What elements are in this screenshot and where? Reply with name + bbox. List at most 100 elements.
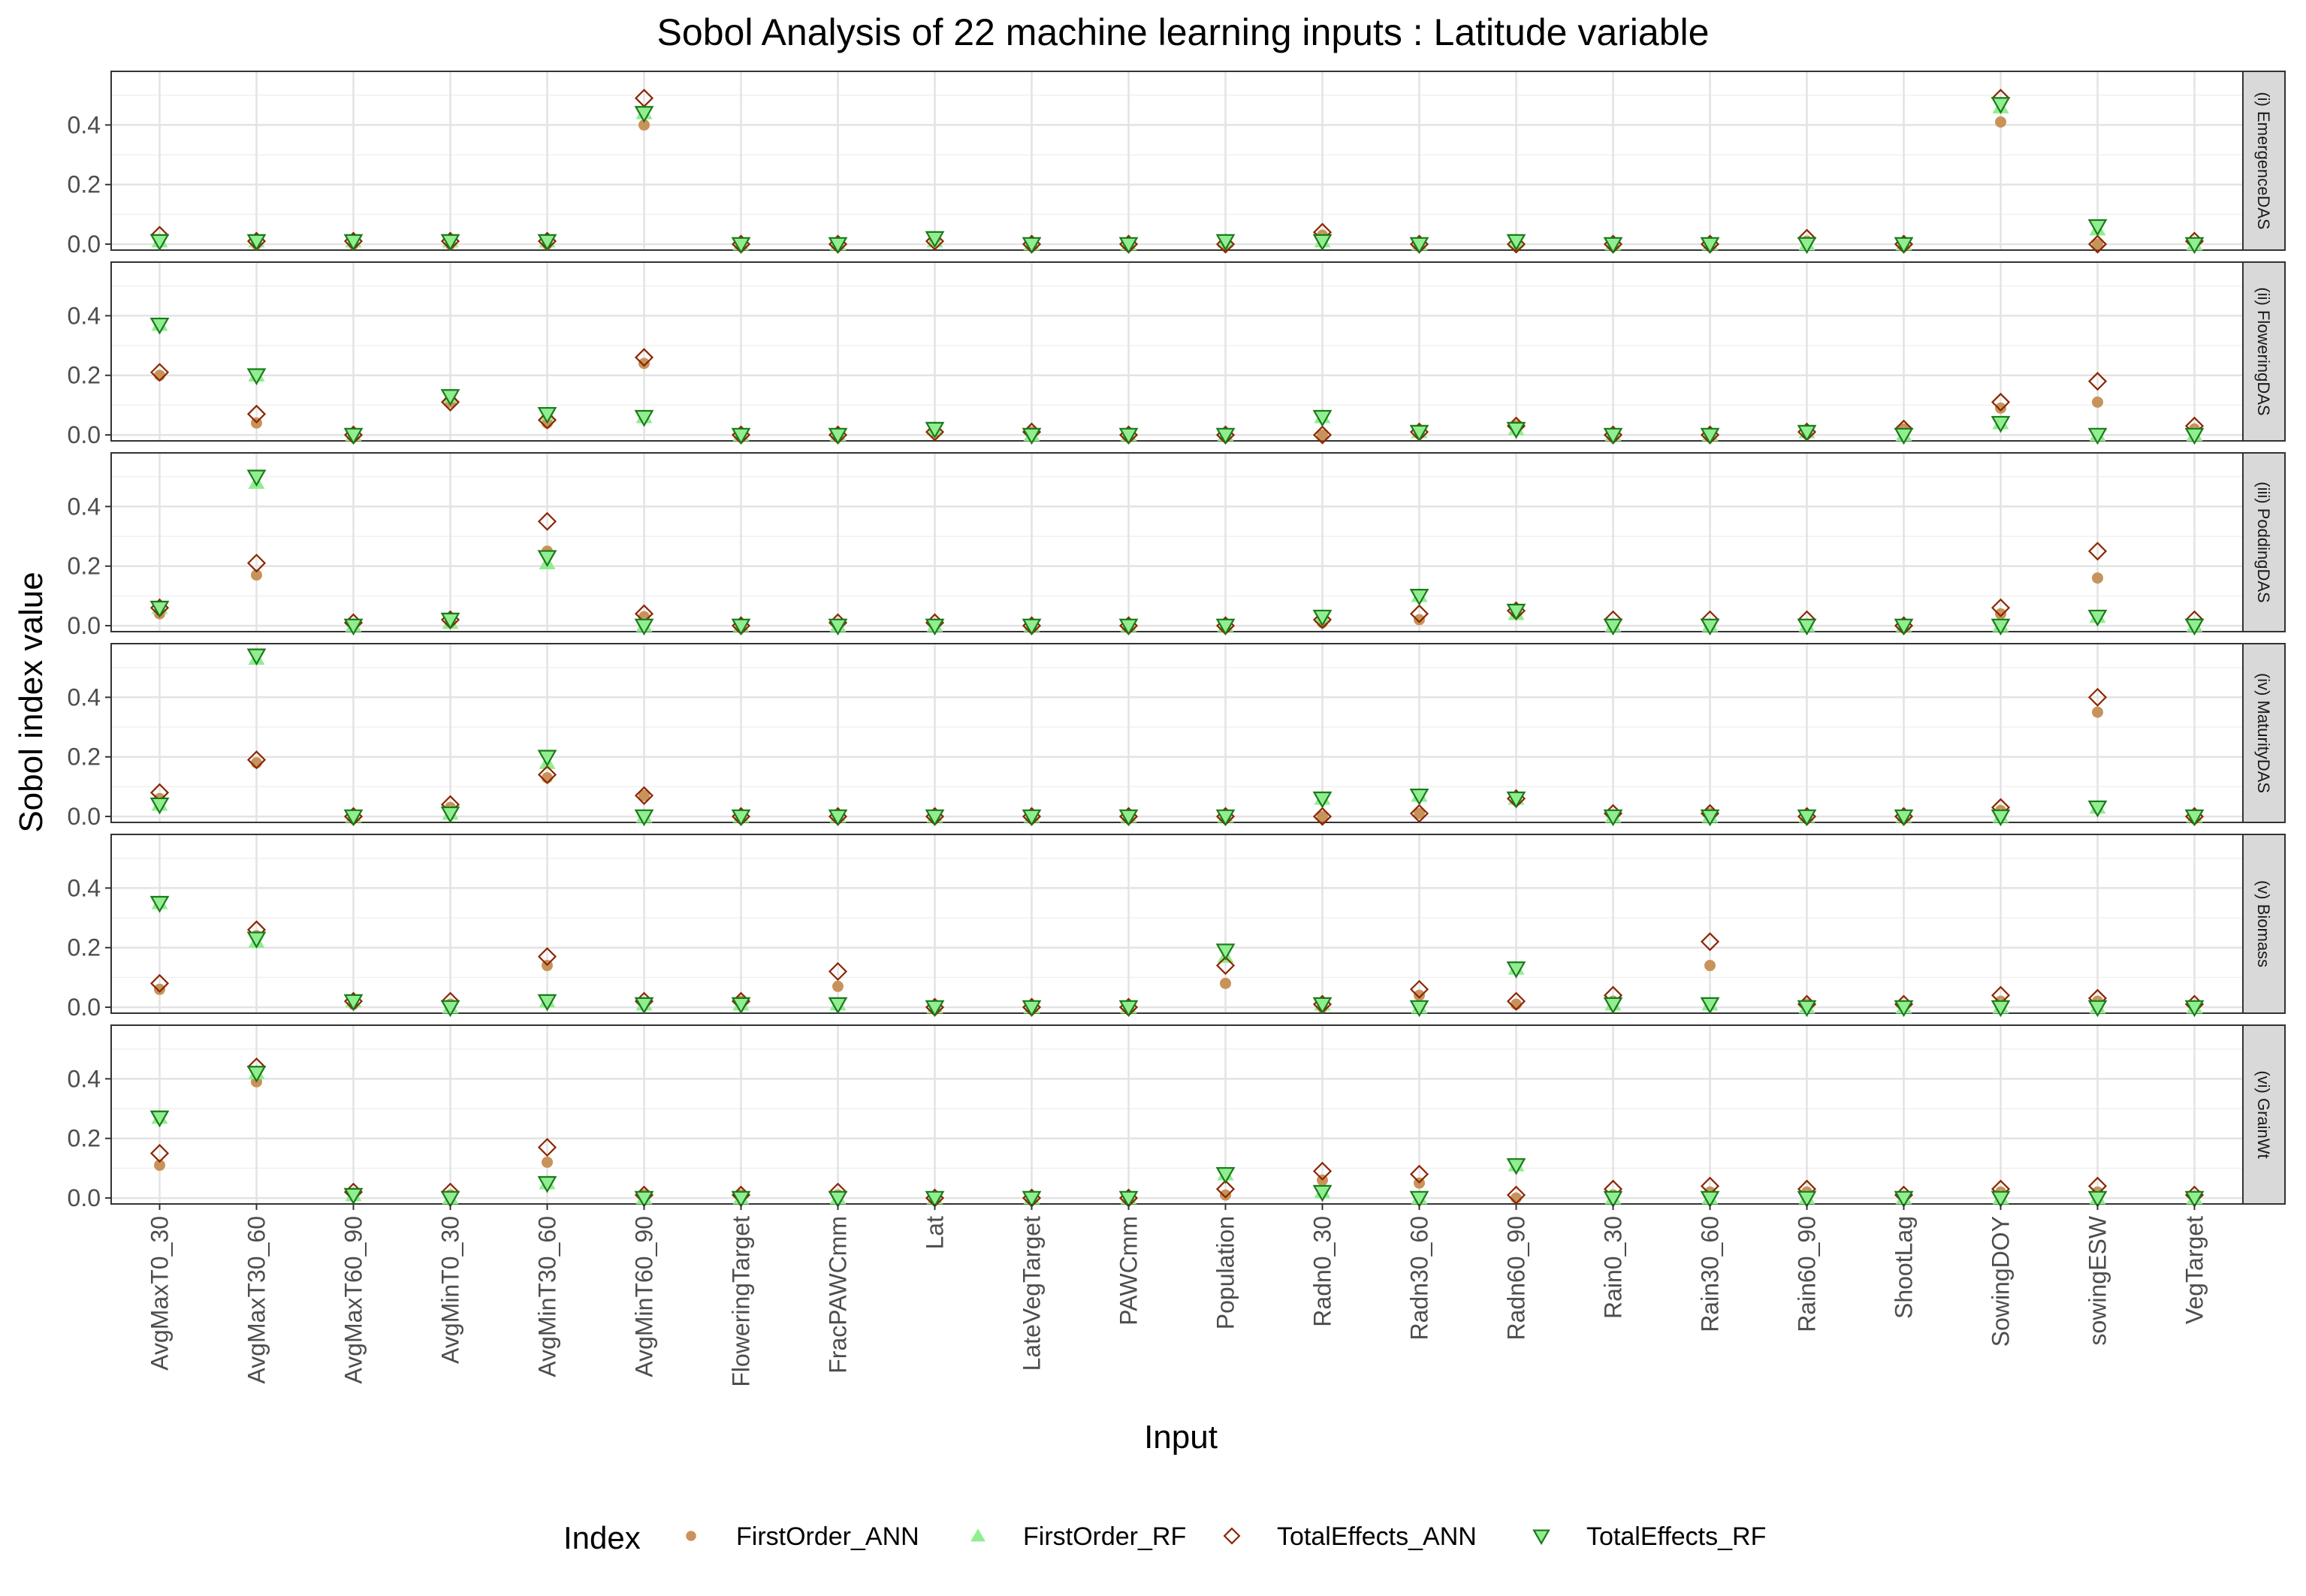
x-tick-label: Radn60_90 — [1503, 1216, 1530, 1340]
x-tick-label: Population — [1212, 1216, 1239, 1329]
data-point — [731, 997, 751, 1015]
data-point — [1603, 1190, 1623, 1208]
data-point — [828, 961, 848, 982]
data-point — [634, 106, 654, 123]
x-tick-label: Rain0_30 — [1600, 1216, 1627, 1319]
data-point — [1414, 989, 1425, 1001]
x-tick-label: AvgMaxT60_90 — [340, 1216, 367, 1384]
data-point — [149, 363, 170, 382]
data-point — [1995, 402, 2006, 414]
data-point — [925, 618, 945, 636]
facet-strip — [2242, 643, 2286, 823]
x-tick-label: AvgMaxT30_60 — [243, 1216, 270, 1384]
data-point — [537, 947, 557, 967]
facet-strip — [2242, 261, 2286, 442]
data-point — [1700, 809, 1720, 827]
data-point — [1215, 618, 1236, 636]
data-point — [638, 789, 650, 801]
data-point — [2087, 542, 2108, 561]
panel-background — [111, 834, 2243, 1013]
y-tick-label: 0.2 — [68, 744, 101, 771]
legend-key — [1532, 1529, 1550, 1546]
data-point — [246, 1066, 267, 1083]
data-point — [638, 119, 650, 131]
facet-panel: 0.0 0.2 0.4 (v) Biomass — [68, 834, 2286, 1021]
data-point — [1894, 1000, 1914, 1018]
data-point — [1797, 618, 1817, 636]
data-point — [1022, 809, 1042, 827]
x-tick-label: AvgMaxT0_30 — [146, 1216, 174, 1371]
data-point — [2087, 219, 2108, 237]
data-point — [1312, 409, 1333, 427]
data-point — [537, 550, 557, 568]
data-point — [1797, 237, 1817, 255]
y-tick-label: 0.2 — [68, 553, 101, 580]
data-point — [1700, 237, 1720, 255]
data-point — [246, 554, 267, 573]
data-point — [149, 1144, 170, 1163]
x-tick-label: sowingESW — [2084, 1215, 2111, 1345]
data-point — [537, 1138, 557, 1157]
x-tick-label: AvgMinT0_30 — [437, 1216, 464, 1364]
y-tick-label: 0.4 — [68, 1065, 101, 1092]
y-tick-label: 0.4 — [68, 874, 101, 901]
data-point — [1312, 1184, 1333, 1202]
data-point — [2087, 1190, 2108, 1208]
data-point — [149, 895, 170, 913]
panel-background — [111, 453, 2243, 632]
x-tick-label: VegTarget — [2181, 1216, 2208, 1324]
x-tick-label: PAWCmm — [1115, 1216, 1142, 1326]
data-point — [343, 809, 364, 827]
y-tick-label: 0.2 — [68, 362, 101, 389]
data-point — [828, 809, 848, 827]
data-point — [634, 409, 654, 427]
data-point — [1409, 237, 1429, 255]
data-point — [1506, 603, 1526, 621]
data-point — [1414, 807, 1425, 819]
data-point — [925, 809, 945, 827]
data-point — [2092, 396, 2103, 408]
panel-background — [111, 644, 2243, 822]
data-point — [1409, 589, 1429, 606]
data-point — [1022, 618, 1042, 636]
data-point — [154, 370, 165, 382]
x-tick-label: Rain30_60 — [1697, 1216, 1724, 1332]
data-point — [1215, 1166, 1236, 1184]
data-point — [246, 750, 267, 770]
x-tick-label: Rain60_90 — [1794, 1216, 1821, 1332]
data-point — [542, 1156, 553, 1168]
facet-strip — [2242, 452, 2286, 632]
data-point — [1991, 392, 2011, 412]
data-point — [828, 237, 848, 255]
x-tick-label: AvgMinT60_90 — [631, 1216, 658, 1377]
facet-strip-label: (vi) GrainWt — [2254, 1070, 2273, 1158]
y-tick-label: 0.4 — [68, 683, 101, 711]
panels-group: 0.0 0.2 0.4 (i) EmergenceDAS 0.0 0.2 0.4 (ii) F… — [68, 71, 2286, 1211]
data-point — [1118, 427, 1139, 445]
data-point — [1409, 1000, 1429, 1018]
data-point — [1603, 809, 1623, 827]
data-point — [1700, 1190, 1720, 1208]
data-point — [440, 612, 460, 630]
data-point — [149, 234, 170, 252]
data-point — [1991, 1000, 2011, 1018]
data-point — [1603, 427, 1623, 445]
y-tick-label: 0.4 — [68, 302, 101, 329]
data-point — [731, 237, 751, 255]
legend-label: TotalEffects_RF — [1586, 1522, 1766, 1551]
y-tick-label: 0.2 — [68, 171, 101, 198]
facet-strip-label: (v) Biomass — [2254, 880, 2273, 967]
y-tick-label: 0.4 — [68, 111, 101, 138]
data-point — [1220, 1189, 1231, 1201]
data-point — [537, 994, 557, 1012]
data-point — [154, 1159, 165, 1171]
data-point — [246, 404, 267, 424]
facet-panel: 0.0 0.2 0.4 (iv) MaturityDAS — [68, 643, 2286, 830]
data-point — [925, 421, 945, 439]
data-point — [638, 358, 650, 370]
data-point — [440, 1000, 460, 1018]
data-point — [1506, 1185, 1526, 1205]
data-point — [149, 973, 170, 993]
chart-title: Sobol Analysis of 22 machine learning in… — [657, 11, 1710, 53]
data-point — [537, 765, 557, 785]
